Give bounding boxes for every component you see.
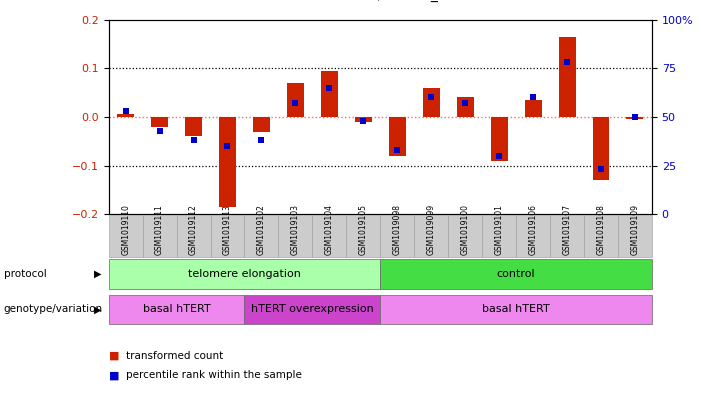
Point [256, 137, 267, 143]
Text: GSM1019100: GSM1019100 [461, 204, 470, 255]
Text: GSM1019107: GSM1019107 [562, 204, 571, 255]
Text: GSM1019102: GSM1019102 [257, 205, 266, 255]
Text: protocol: protocol [4, 269, 46, 279]
Text: ■: ■ [109, 370, 119, 380]
Text: telomere elongation: telomere elongation [188, 269, 301, 279]
Text: basal hTERT: basal hTERT [482, 305, 550, 314]
Bar [321, 71, 338, 117]
Text: transformed count: transformed count [126, 351, 224, 361]
Point [154, 127, 165, 134]
Bar [592, 117, 609, 180]
Point [222, 143, 233, 149]
Text: GSM1019103: GSM1019103 [291, 204, 300, 255]
Bar [456, 97, 474, 117]
Text: percentile rank within the sample: percentile rank within the sample [126, 370, 302, 380]
Text: GSM1019099: GSM1019099 [427, 204, 436, 255]
Text: GSM1019101: GSM1019101 [495, 205, 503, 255]
Text: GSM1019113: GSM1019113 [223, 205, 232, 255]
Bar [185, 117, 202, 136]
Text: GSM1019109: GSM1019109 [630, 204, 639, 255]
Point [460, 100, 471, 107]
Point [494, 153, 505, 159]
Bar [151, 117, 168, 127]
Text: genotype/variation: genotype/variation [4, 305, 102, 314]
Point [629, 114, 641, 120]
Bar [117, 114, 134, 117]
Point [426, 94, 437, 101]
Bar [423, 88, 440, 117]
Text: GSM1019111: GSM1019111 [155, 205, 164, 255]
Point [188, 137, 199, 143]
Text: GSM1019106: GSM1019106 [529, 204, 538, 255]
Text: GDS4964 / 40829_at: GDS4964 / 40829_at [308, 0, 452, 2]
Bar [355, 117, 372, 122]
Bar [219, 117, 236, 207]
Bar [389, 117, 406, 156]
Point [527, 94, 538, 101]
Text: GSM1019098: GSM1019098 [393, 204, 402, 255]
Point [392, 147, 403, 153]
Text: GSM1019112: GSM1019112 [189, 205, 198, 255]
Point [290, 100, 301, 107]
Point [595, 166, 606, 173]
Text: GSM1019104: GSM1019104 [325, 204, 334, 255]
Bar [287, 83, 304, 117]
Text: basal hTERT: basal hTERT [143, 305, 210, 314]
Bar [627, 117, 644, 119]
Bar [253, 117, 270, 132]
Text: ▶: ▶ [94, 305, 102, 314]
Point [120, 108, 131, 114]
Bar [524, 100, 542, 117]
Text: hTERT overexpression: hTERT overexpression [251, 305, 374, 314]
Text: GSM1019105: GSM1019105 [359, 204, 368, 255]
Point [358, 118, 369, 124]
Text: ▶: ▶ [94, 269, 102, 279]
Text: control: control [497, 269, 536, 279]
Bar [559, 37, 576, 117]
Point [562, 59, 573, 66]
Text: GSM1019108: GSM1019108 [597, 205, 606, 255]
Text: GSM1019110: GSM1019110 [121, 205, 130, 255]
Point [324, 84, 335, 91]
Text: ■: ■ [109, 351, 119, 361]
Bar [491, 117, 508, 161]
